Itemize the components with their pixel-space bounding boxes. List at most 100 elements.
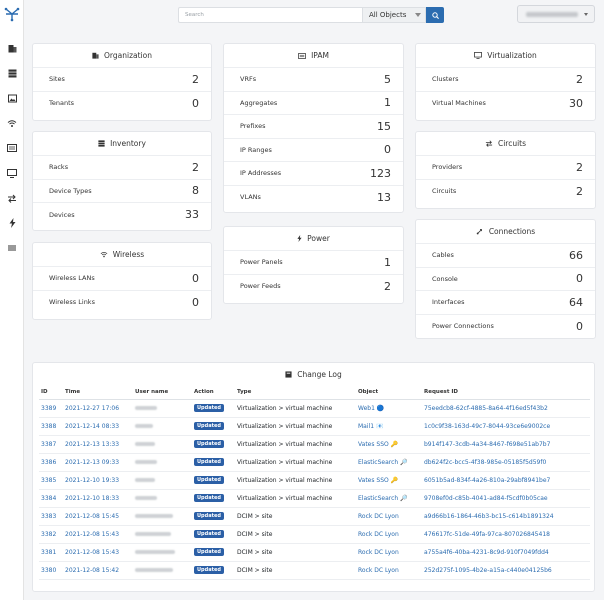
- stat-row-sites[interactable]: Sites 2: [33, 68, 211, 92]
- stat-row-device-types[interactable]: Device Types 8: [33, 180, 211, 203]
- stat-row-racks[interactable]: Racks 2: [33, 156, 211, 180]
- row-request-link[interactable]: 252d275f-1095-4b2e-a15a-c440e04125b6: [424, 566, 552, 574]
- row-object-link[interactable]: Rock DC Lyon: [358, 530, 399, 538]
- stat-row-providers[interactable]: Providers 2: [416, 156, 595, 180]
- card-title: Circuits: [497, 139, 527, 148]
- stat-row-devices[interactable]: Devices 33: [33, 203, 211, 227]
- stat-row-virtual-machines[interactable]: Virtual Machines 30: [416, 92, 595, 116]
- row-time-link[interactable]: 2021-12-08 15:42: [65, 566, 120, 574]
- wifi-icon[interactable]: [6, 117, 18, 129]
- row-id-link[interactable]: 3380: [41, 566, 57, 574]
- row-time-link[interactable]: 2021-12-08 15:43: [65, 548, 120, 556]
- row-object-link[interactable]: Rock DC Lyon: [358, 548, 399, 556]
- stat-value: 0: [192, 295, 199, 309]
- row-time-link[interactable]: 2021-12-08 15:45: [65, 512, 120, 520]
- row-request-link[interactable]: b914f147-3cdb-4a34-8467-f698e51ab7b7: [424, 440, 551, 448]
- stat-row-tenants[interactable]: Tenants 0: [33, 92, 211, 116]
- action-badge: Updated: [194, 530, 224, 538]
- row-request-link[interactable]: 6051b5ad-834f-4a26-810a-29abf8941be7: [424, 476, 551, 484]
- username-redacted: [135, 424, 153, 428]
- row-time-link[interactable]: 2021-12-08 15:43: [65, 530, 120, 538]
- circuits-icon[interactable]: [6, 192, 18, 204]
- row-request-link[interactable]: 1c0c9f38-163d-49c7-8044-93ce6e9002ce: [424, 422, 551, 430]
- stat-row-wireless-lans[interactable]: Wireless LANs 0: [33, 267, 211, 291]
- row-time-link[interactable]: 2021-12-13 09:33: [65, 458, 120, 466]
- stat-row-circuits[interactable]: Circuits 2: [416, 180, 595, 204]
- row-request-link[interactable]: a755a4f6-40ba-4231-8c9d-910f7049fdd4: [424, 548, 549, 556]
- row-id-link[interactable]: 3388: [41, 422, 57, 430]
- search-scope-select[interactable]: All Objects: [362, 7, 426, 23]
- row-object-link[interactable]: Vates SSO: [358, 440, 389, 448]
- row-id-link[interactable]: 3387: [41, 440, 57, 448]
- stat-label: Aggregates: [240, 98, 278, 107]
- stat-row-prefixes[interactable]: Prefixes 15: [224, 115, 403, 139]
- row-id-link[interactable]: 3385: [41, 476, 57, 484]
- column-header[interactable]: Type: [235, 385, 356, 400]
- row-id-link[interactable]: 3384: [41, 494, 57, 502]
- stat-row-ip-ranges[interactable]: IP Ranges 0: [224, 139, 403, 162]
- row-time-link[interactable]: 2021-12-10 18:33: [65, 494, 120, 502]
- stat-row-aggregates[interactable]: Aggregates 1: [224, 92, 403, 115]
- row-object-link[interactable]: Rock DC Lyon: [358, 566, 399, 574]
- user-menu-button[interactable]: [517, 5, 595, 23]
- row-object-link[interactable]: Mail1: [358, 422, 375, 430]
- connections-icon[interactable]: [6, 242, 18, 254]
- stat-row-power-connections[interactable]: Power Connections 0: [416, 315, 595, 339]
- column-header[interactable]: Object: [356, 385, 422, 400]
- row-id-link[interactable]: 3383: [41, 512, 57, 520]
- stat-row-ip-addresses[interactable]: IP Addresses 123: [224, 162, 403, 186]
- row-request-link[interactable]: 9708ef0d-c85b-4041-ad84-f5cdf0b05cae: [424, 494, 548, 502]
- image-icon[interactable]: [6, 92, 18, 104]
- table-row: 3389 2021-12-27 17:06 Updated Virtualizatio…: [39, 399, 590, 418]
- monitor-icon[interactable]: [6, 167, 18, 179]
- row-time-link[interactable]: 2021-12-14 08:33: [65, 422, 120, 430]
- stat-label: Virtual Machines: [432, 99, 486, 108]
- stat-label: Power Panels: [240, 258, 283, 267]
- table-header-row: ID Time User name Action Type Object Req…: [39, 385, 590, 400]
- column-header[interactable]: Request ID: [422, 385, 590, 400]
- row-object-link[interactable]: Web1: [358, 404, 375, 412]
- stat-row-interfaces[interactable]: Interfaces 64: [416, 291, 595, 315]
- row-object-link[interactable]: ElasticSearch: [358, 458, 399, 466]
- row-request-link[interactable]: a9d66b16-1864-46b3-bc15-c614b1891324: [424, 512, 554, 520]
- column-header[interactable]: Action: [192, 385, 235, 400]
- search-input[interactable]: Search: [178, 7, 362, 23]
- stat-row-cables[interactable]: Cables 66: [416, 244, 595, 268]
- stat-row-vlans[interactable]: VLANs 13: [224, 186, 403, 210]
- row-request-link[interactable]: 476617fc-51de-49fa-97ca-807026845418: [424, 530, 550, 538]
- row-id-link[interactable]: 3381: [41, 548, 57, 556]
- column-header[interactable]: ID: [39, 385, 63, 400]
- stat-row-power-panels[interactable]: Power Panels 1: [224, 251, 403, 275]
- stat-row-wireless-links[interactable]: Wireless Links 0: [33, 291, 211, 315]
- power-icon[interactable]: [6, 217, 18, 229]
- changelog-icon: [285, 370, 292, 378]
- stat-value: 123: [370, 166, 391, 180]
- row-time-link[interactable]: 2021-12-27 17:06: [65, 404, 120, 412]
- row-time-link[interactable]: 2021-12-10 19:33: [65, 476, 120, 484]
- table-row: 3380 2021-12-08 15:42 Updated DCIM > site Ro…: [39, 561, 590, 580]
- search-button[interactable]: [426, 7, 444, 23]
- row-type: DCIM > site: [237, 548, 273, 556]
- power-card: Power Power Panels 1 Power Feeds 2: [223, 226, 404, 304]
- column-header[interactable]: Time: [63, 385, 133, 400]
- card-header: Connections: [416, 220, 595, 244]
- rack-icon[interactable]: [6, 67, 18, 79]
- action-badge: Updated: [194, 422, 224, 430]
- row-object-link[interactable]: ElasticSearch: [358, 494, 399, 502]
- row-id-link[interactable]: 3386: [41, 458, 57, 466]
- stat-row-power-feeds[interactable]: Power Feeds 2: [224, 275, 403, 299]
- ipam-icon[interactable]: [6, 142, 18, 154]
- stat-row-vrfs[interactable]: VRFs 5: [224, 68, 403, 92]
- column-header[interactable]: User name: [133, 385, 192, 400]
- row-request-link[interactable]: 75eedcb8-62cf-4885-8a64-4f16ed5f43b2: [424, 404, 548, 412]
- stat-row-console[interactable]: Console 0: [416, 268, 595, 291]
- row-request-link[interactable]: db624f2c-bcc5-4f38-985e-05185f5d59f0: [424, 458, 547, 466]
- row-object-link[interactable]: Vates SSO: [358, 476, 389, 484]
- row-id-link[interactable]: 3382: [41, 530, 57, 538]
- row-object-link[interactable]: Rock DC Lyon: [358, 512, 399, 520]
- stat-row-clusters[interactable]: Clusters 2: [416, 68, 595, 92]
- logo-icon[interactable]: [4, 6, 20, 22]
- building-icon[interactable]: [6, 42, 18, 54]
- row-id-link[interactable]: 3389: [41, 404, 57, 412]
- row-time-link[interactable]: 2021-12-13 13:33: [65, 440, 120, 448]
